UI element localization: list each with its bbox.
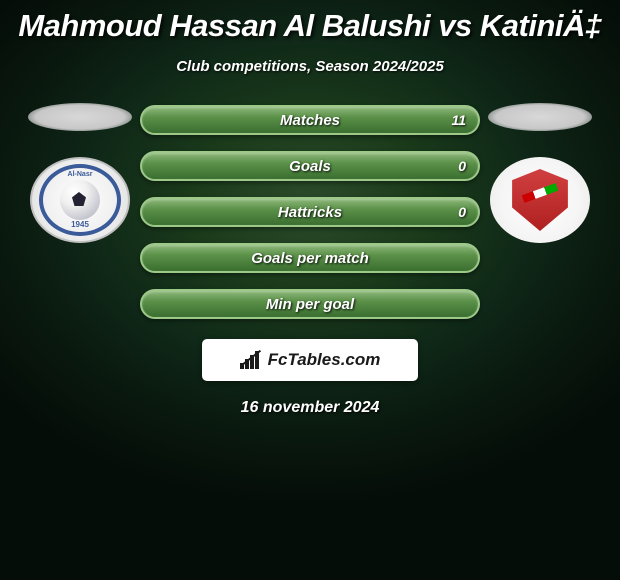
stat-label: Matches bbox=[280, 112, 340, 129]
stat-bar-matches: Matches 11 bbox=[140, 105, 480, 135]
badge-ring-icon: Al-Nasr 1945 bbox=[39, 164, 121, 236]
brand-text: FcTables.com bbox=[268, 350, 381, 370]
stat-label: Min per goal bbox=[266, 296, 354, 313]
page-subtitle: Club competitions, Season 2024/2025 bbox=[176, 58, 444, 75]
football-icon bbox=[60, 180, 100, 220]
left-club-badge: Al-Nasr 1945 bbox=[30, 157, 130, 243]
stat-bar-hattricks: Hattricks 0 bbox=[140, 197, 480, 227]
left-club-year: 1945 bbox=[71, 220, 89, 229]
right-player-column bbox=[480, 103, 600, 243]
stat-bar-goals-per-match: Goals per match bbox=[140, 243, 480, 273]
left-club-name: Al-Nasr bbox=[68, 171, 93, 178]
player-shadow-right bbox=[488, 103, 592, 131]
page-title: Mahmoud Hassan Al Balushi vs KatiniÄ‡ bbox=[18, 8, 601, 44]
left-player-column: Al-Nasr 1945 bbox=[20, 103, 140, 243]
stat-label: Goals per match bbox=[251, 250, 369, 267]
stat-value: 0 bbox=[458, 204, 466, 220]
flag-stripe-icon bbox=[522, 183, 559, 203]
date-text: 16 november 2024 bbox=[241, 399, 380, 417]
player-shadow-left bbox=[28, 103, 132, 131]
stat-label: Hattricks bbox=[278, 204, 342, 221]
comparison-row: Al-Nasr 1945 Matches 11 Goals 0 Hattrick… bbox=[0, 103, 620, 319]
stats-bars: Matches 11 Goals 0 Hattricks 0 Goals per… bbox=[140, 103, 480, 319]
stat-value: 0 bbox=[458, 158, 466, 174]
shield-icon bbox=[509, 169, 571, 231]
right-club-badge bbox=[490, 157, 590, 243]
main-container: Mahmoud Hassan Al Balushi vs KatiniÄ‡ Cl… bbox=[0, 0, 620, 580]
bar-chart-icon bbox=[240, 351, 262, 369]
stat-bar-min-per-goal: Min per goal bbox=[140, 289, 480, 319]
stat-label: Goals bbox=[289, 158, 331, 175]
brand-box[interactable]: FcTables.com bbox=[202, 339, 418, 381]
stat-value: 11 bbox=[451, 112, 466, 128]
stat-bar-goals: Goals 0 bbox=[140, 151, 480, 181]
